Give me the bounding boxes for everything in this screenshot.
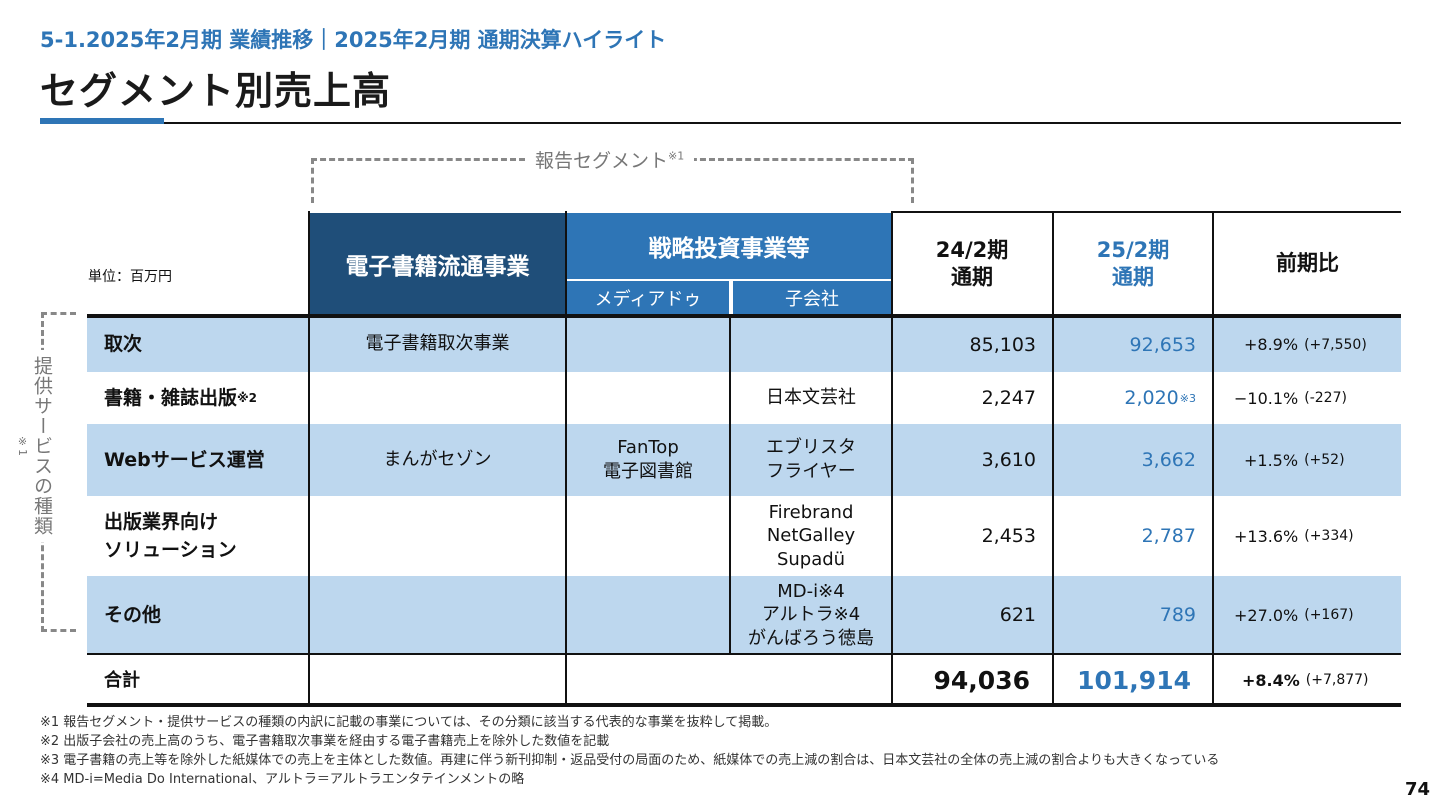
yoy-value: −10.1% (-227) [1234, 388, 1347, 408]
yoy-value: +27.0% (+167) [1234, 605, 1354, 625]
col-divider [1052, 211, 1054, 705]
value-curr: 92,653 [1129, 333, 1196, 356]
row-label-distribution: 取次 [104, 333, 143, 356]
value-curr: 2,020 ※3 [1124, 387, 1196, 409]
total-yoy: +8.4% (+7,877) [1242, 670, 1369, 690]
table-top-rule [891, 211, 1401, 213]
header-strategic: 戦略投資事業等 [567, 213, 891, 279]
cell-mediado: FanTop 電子図書館 [603, 436, 693, 482]
header-ebook-distribution: 電子書籍流通事業 [310, 213, 565, 315]
page-title: セグメント別売上高 [40, 69, 392, 113]
col-divider [308, 211, 310, 705]
cell-subsidiary: 日本文芸社 [766, 386, 856, 408]
row-label-total: 合計 [104, 669, 140, 691]
cell-ebook-distribution-business: 電子書籍取次事業 [365, 333, 510, 355]
row-label-other: その他 [104, 603, 162, 626]
footnote: ※3 電子書籍の売上等を除外した紙媒体での売上を主体とした数値。再建に伴う新刊抑… [40, 753, 1220, 768]
total-curr: 101,914 [1077, 665, 1191, 695]
value-curr: 2,787 [1141, 525, 1196, 547]
value-curr: 3,662 [1141, 449, 1196, 471]
unit-label: 単位：百万円 [88, 269, 172, 285]
table-row [87, 496, 1401, 576]
yoy-value: +8.9% (+7,550) [1244, 335, 1367, 354]
footnote: ※2 出版子会社の売上高のうち、電子書籍取次事業を経由する電子書籍売上を除外した… [40, 734, 610, 749]
total-prev: 94,036 [933, 665, 1030, 695]
col-divider [565, 211, 567, 705]
table-header-rule [87, 314, 1401, 318]
header-subsidiary: 子会社 [731, 279, 891, 315]
table-row [87, 576, 1401, 654]
table-row-total [87, 656, 1401, 704]
row-label-web-services: Webサービス運営 [104, 448, 265, 471]
page-number: 74 [1404, 779, 1430, 800]
cell-subsidiary: MD-i※4 アルトラ※4 がんばろう徳島 [748, 580, 874, 649]
footnote: ※1 報告セグメント・提供サービスの種類の内訳に記載の事業については、その分類に… [40, 715, 778, 730]
header-mediado: メディアドゥ [567, 279, 729, 315]
value-prev: 3,610 [981, 449, 1036, 471]
table-row [87, 317, 1401, 372]
header-curr-period: 25/2期 通期 [1054, 213, 1212, 315]
yoy-value: +13.6% (+334) [1234, 526, 1354, 546]
col-divider [729, 317, 731, 654]
value-prev: 2,453 [981, 525, 1036, 547]
header-yoy: 前期比 [1214, 213, 1401, 315]
row-label-publishing-solutions: 出版業界向け ソリューション [104, 510, 237, 562]
title-rule-accent [40, 118, 164, 124]
title-rule [40, 122, 1401, 124]
table-bottom-rule [87, 703, 1401, 707]
value-prev: 621 [999, 604, 1036, 626]
header-prev-period: 24/2期 通期 [893, 213, 1051, 315]
cell-subsidiary: Firebrand NetGalley Supadü [766, 501, 856, 570]
service-label: 提供サービスの種類 ※1 [16, 350, 56, 542]
value-prev: 85,103 [969, 333, 1036, 356]
cell-ebook: まんがセゾン [383, 448, 492, 470]
breadcrumb: 5-1.2025年2月期 業績推移｜2025年2月期 通期決算ハイライト [40, 28, 667, 52]
footnote: ※4 MD-i=Media Do International、アルトラ＝アルトラ… [40, 772, 525, 787]
table-row [87, 372, 1401, 424]
cell-subsidiary: エブリスタ フライヤー [766, 436, 856, 482]
table-total-rule [87, 653, 1401, 655]
yoy-value: +1.5% (+52) [1244, 450, 1345, 470]
value-prev: 2,247 [981, 387, 1036, 409]
col-divider [891, 211, 893, 705]
value-curr: 789 [1159, 604, 1196, 626]
segment-label: 報告セグメント※1 [525, 146, 695, 173]
col-divider [1212, 211, 1214, 705]
row-label-publishing: 書籍・雑誌出版 ※2 [104, 386, 258, 409]
table-row [87, 424, 1401, 496]
